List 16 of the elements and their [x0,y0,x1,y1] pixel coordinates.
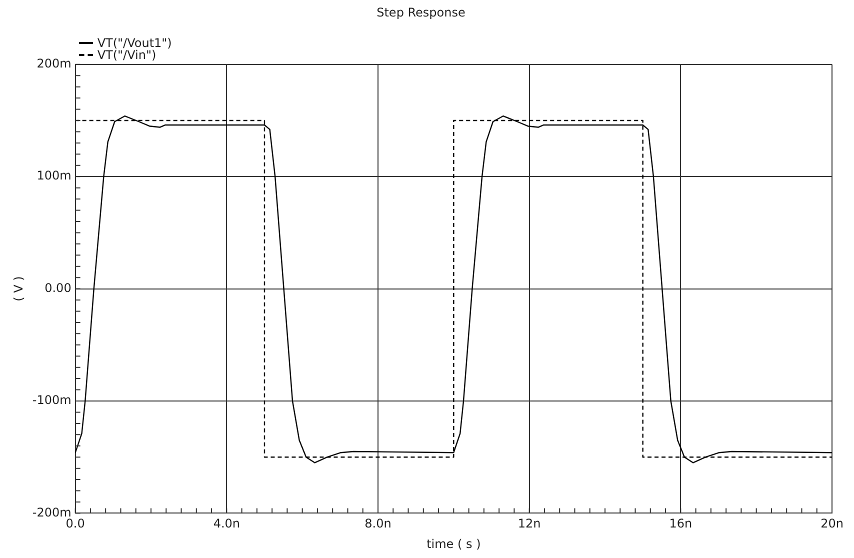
legend-label: VT("/Vin") [97,48,156,62]
y-tick-label: 200m [36,56,72,71]
legend-label: VT("/Vout1") [97,36,172,50]
x-tick-label: 16n [669,516,692,531]
x-axis-title: time ( s ) [426,536,481,551]
x-tick-label: 8.0n [364,516,392,531]
chart-title: Step Response [376,5,466,20]
x-tick-label: 4.0n [213,516,240,531]
y-tick-label: -100m [32,393,72,408]
x-tick-label: 0.0 [66,516,85,531]
y-tick-label: 0.00 [44,280,72,295]
x-tick-label: 12n [518,516,541,531]
y-axis-title: ( V ) [11,276,26,302]
y-tick-label: 100m [36,168,72,183]
y-tick-label: -200m [32,505,72,520]
x-tick-label: 20n [820,516,844,531]
